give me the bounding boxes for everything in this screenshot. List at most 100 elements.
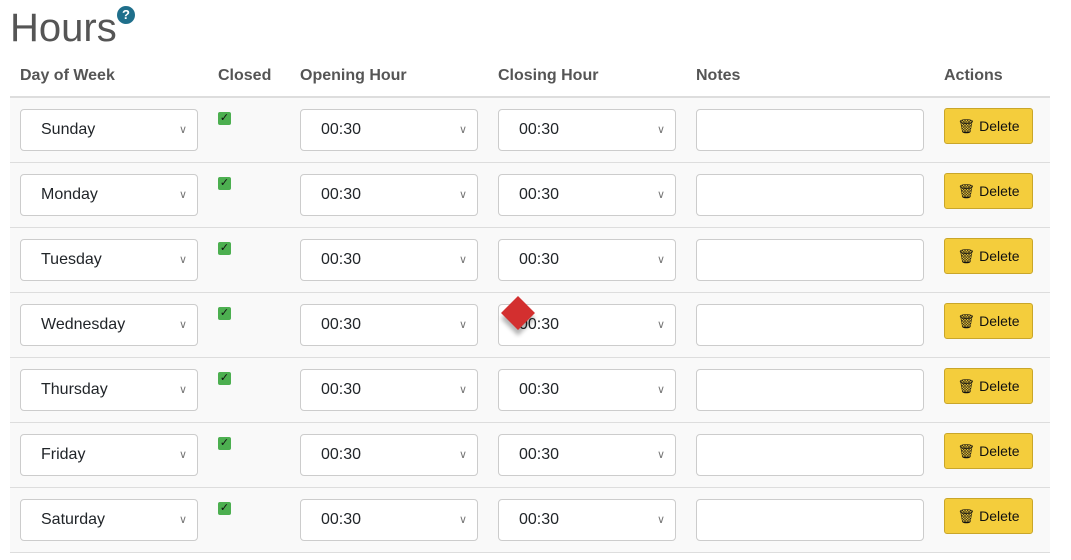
opening-hour-select[interactable]: 00:30 ∨ xyxy=(300,304,478,346)
opening-hour-select-value: 00:30 xyxy=(321,186,362,203)
day-select[interactable]: Friday ∨ xyxy=(20,434,198,476)
closing-hour-select[interactable]: 00:30 ∨ xyxy=(498,239,676,281)
trash-icon: 🗑 xyxy=(957,312,976,329)
closing-hour-select-value: 00:30 xyxy=(519,186,560,203)
table-row: Monday ∨ ✓ 00:30 ∨ 00:30 ∨ 🗑 Delete xyxy=(10,162,1050,228)
chevron-down-icon: ∨ xyxy=(178,124,187,136)
notes-input[interactable] xyxy=(696,499,924,541)
chevron-down-icon: ∨ xyxy=(656,384,665,396)
delete-button[interactable]: 🗑 Delete xyxy=(944,433,1033,469)
closing-hour-select-value: 00:30 xyxy=(519,381,560,398)
chevron-down-icon: ∨ xyxy=(458,514,467,526)
col-day: Day of Week xyxy=(10,56,208,98)
delete-label: Delete xyxy=(979,247,1020,264)
notes-input[interactable] xyxy=(696,109,924,151)
closing-hour-select-value: 00:30 xyxy=(519,251,560,268)
opening-hour-select-value: 00:30 xyxy=(321,251,362,268)
closed-checkbox[interactable]: ✓ xyxy=(218,372,231,385)
delete-button[interactable]: 🗑 Delete xyxy=(944,303,1033,339)
trash-icon: 🗑 xyxy=(957,182,976,199)
closed-checkbox[interactable]: ✓ xyxy=(218,437,231,450)
trash-icon: 🗑 xyxy=(957,247,976,264)
table-row: Wednesday ∨ ✓ 00:30 ∨ 00:30 ∨ 🗑 Delete xyxy=(10,292,1050,358)
closing-hour-select-value: 00:30 xyxy=(519,121,560,138)
opening-hour-select[interactable]: 00:30 ∨ xyxy=(300,174,478,216)
opening-hour-select-value: 00:30 xyxy=(321,511,362,528)
closed-checkbox[interactable]: ✓ xyxy=(218,112,231,125)
day-select[interactable]: Sunday ∨ xyxy=(20,109,198,151)
col-opening: Opening Hour xyxy=(290,56,488,98)
closing-hour-select-value: 00:30 xyxy=(519,446,560,463)
opening-hour-select[interactable]: 00:30 ∨ xyxy=(300,239,478,281)
chevron-down-icon: ∨ xyxy=(656,449,665,461)
day-select[interactable]: Wednesday ∨ xyxy=(20,304,198,346)
closing-hour-select[interactable]: 00:30 ∨ xyxy=(498,499,676,541)
closing-hour-select[interactable]: 00:30 ∨ xyxy=(498,369,676,411)
delete-label: Delete xyxy=(979,117,1020,134)
notes-input[interactable] xyxy=(696,369,924,411)
opening-hour-select[interactable]: 00:30 ∨ xyxy=(300,434,478,476)
trash-icon: 🗑 xyxy=(957,442,976,459)
chevron-down-icon: ∨ xyxy=(178,514,187,526)
opening-hour-select[interactable]: 00:30 ∨ xyxy=(300,369,478,411)
table-row: Friday ∨ ✓ 00:30 ∨ 00:30 ∨ 🗑 Delete xyxy=(10,422,1050,488)
chevron-down-icon: ∨ xyxy=(656,254,665,266)
closed-checkbox[interactable]: ✓ xyxy=(218,307,231,320)
delete-button[interactable]: 🗑 Delete xyxy=(944,173,1033,209)
closing-hour-select[interactable]: 00:30 ∨ xyxy=(498,434,676,476)
closing-hour-select-value: 00:30 xyxy=(519,316,560,333)
chevron-down-icon: ∨ xyxy=(458,254,467,266)
hours-table: Day of Week Closed Opening Hour Closing … xyxy=(10,56,1050,553)
table-row: Sunday ∨ ✓ 00:30 ∨ 00:30 ∨ 🗑 Delete xyxy=(10,97,1050,163)
day-select-value: Saturday xyxy=(41,511,106,528)
trash-icon: 🗑 xyxy=(957,507,976,524)
notes-input[interactable] xyxy=(696,239,924,281)
col-closed: Closed xyxy=(208,56,290,98)
chevron-down-icon: ∨ xyxy=(178,319,187,331)
day-select-value: Sunday xyxy=(41,121,96,138)
notes-input[interactable] xyxy=(696,304,924,346)
delete-label: Delete xyxy=(979,312,1020,329)
delete-button[interactable]: 🗑 Delete xyxy=(944,498,1033,534)
page-title: Hours xyxy=(10,6,117,50)
opening-hour-select-value: 00:30 xyxy=(321,381,362,398)
day-select[interactable]: Saturday ∨ xyxy=(20,499,198,541)
day-select-value: Wednesday xyxy=(41,316,126,333)
delete-button[interactable]: 🗑 Delete xyxy=(944,368,1033,404)
day-select-value: Tuesday xyxy=(41,251,102,268)
chevron-down-icon: ∨ xyxy=(178,189,187,201)
col-closing: Closing Hour xyxy=(488,56,686,98)
closing-hour-select-value: 00:30 xyxy=(519,511,560,528)
notes-input[interactable] xyxy=(696,174,924,216)
closing-hour-select[interactable]: 00:30 ∨ xyxy=(498,109,676,151)
chevron-down-icon: ∨ xyxy=(178,254,187,266)
closing-hour-select[interactable]: 00:30 ∨ xyxy=(498,304,676,346)
closed-checkbox[interactable]: ✓ xyxy=(218,502,231,515)
day-select[interactable]: Tuesday ∨ xyxy=(20,239,198,281)
chevron-down-icon: ∨ xyxy=(656,319,665,331)
closed-checkbox[interactable]: ✓ xyxy=(218,177,231,190)
trash-icon: 🗑 xyxy=(957,377,976,394)
day-select[interactable]: Thursday ∨ xyxy=(20,369,198,411)
delete-button[interactable]: 🗑 Delete xyxy=(944,238,1033,274)
question-circle-icon[interactable]: ? xyxy=(117,6,135,24)
trash-icon: 🗑 xyxy=(957,117,976,134)
delete-label: Delete xyxy=(979,442,1020,459)
opening-hour-select[interactable]: 00:30 ∨ xyxy=(300,499,478,541)
chevron-down-icon: ∨ xyxy=(458,319,467,331)
chevron-down-icon: ∨ xyxy=(458,449,467,461)
day-select[interactable]: Monday ∨ xyxy=(20,174,198,216)
delete-label: Delete xyxy=(979,507,1020,524)
chevron-down-icon: ∨ xyxy=(458,124,467,136)
delete-label: Delete xyxy=(979,182,1020,199)
chevron-down-icon: ∨ xyxy=(656,124,665,136)
notes-input[interactable] xyxy=(696,434,924,476)
table-row: Thursday ∨ ✓ 00:30 ∨ 00:30 ∨ 🗑 Delete xyxy=(10,357,1050,423)
col-actions: Actions xyxy=(934,56,1050,98)
opening-hour-select[interactable]: 00:30 ∨ xyxy=(300,109,478,151)
opening-hour-select-value: 00:30 xyxy=(321,446,362,463)
closed-checkbox[interactable]: ✓ xyxy=(218,242,231,255)
delete-button[interactable]: 🗑 Delete xyxy=(944,108,1033,144)
closing-hour-select[interactable]: 00:30 ∨ xyxy=(498,174,676,216)
day-select-value: Thursday xyxy=(41,381,108,398)
